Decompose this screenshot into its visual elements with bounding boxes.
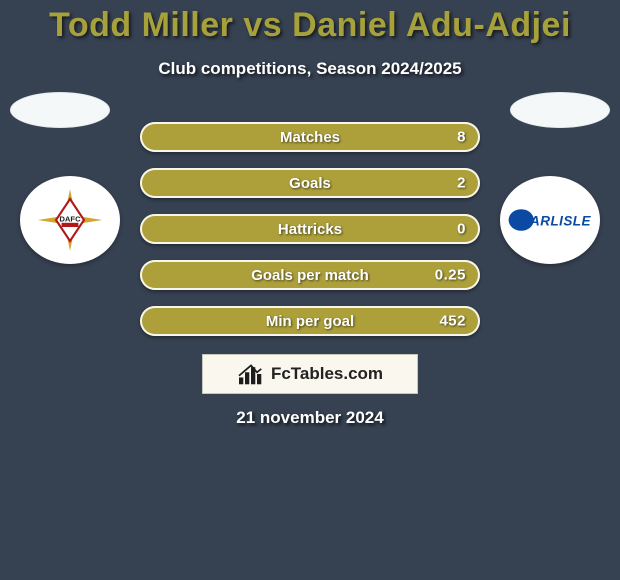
stat-value: 452: [439, 313, 466, 330]
player1-name: Todd Miller: [49, 6, 233, 44]
player2-name: Daniel Adu-Adjei: [292, 6, 571, 44]
stat-label: Matches: [280, 129, 340, 146]
stat-row-min-per-goal: Min per goal 452: [140, 306, 480, 336]
stat-value: 0.25: [435, 267, 466, 284]
club-badge-left: DAFC: [20, 176, 120, 264]
player1-ellipse: [10, 92, 110, 128]
dafc-logo-icon: DAFC: [35, 185, 105, 255]
stat-row-goals-per-match: Goals per match 0.25: [140, 260, 480, 290]
page-title: Todd Miller vs Daniel Adu-Adjei: [0, 0, 620, 45]
stats-list: Matches 8 Goals 2 Hattricks 0 Goals per …: [140, 122, 480, 352]
vs-label: vs: [243, 6, 282, 44]
stat-row-matches: Matches 8: [140, 122, 480, 152]
stat-label: Min per goal: [266, 313, 354, 330]
brand-attribution: FcTables.com: [202, 354, 418, 394]
player2-photo-placeholder: [510, 92, 610, 180]
player2-ellipse: [510, 92, 610, 128]
comparison-card: Todd Miller vs Daniel Adu-Adjei Club com…: [0, 0, 620, 580]
stat-value: 8: [457, 129, 466, 146]
stat-label: Goals: [289, 175, 331, 192]
date-stamp: 21 november 2024: [0, 408, 620, 428]
bar-chart-icon: [237, 362, 265, 386]
club-badge-right: CARLISLE: [500, 176, 600, 264]
svg-text:DAFC: DAFC: [59, 214, 81, 223]
stat-row-hattricks: Hattricks 0: [140, 214, 480, 244]
stat-label: Hattricks: [278, 221, 342, 238]
stat-value: 0: [457, 221, 466, 238]
svg-text:CARLISLE: CARLISLE: [520, 213, 592, 228]
stat-label: Goals per match: [251, 267, 369, 284]
carlisle-logo-icon: CARLISLE: [504, 202, 596, 238]
stat-value: 2: [457, 175, 466, 192]
subtitle: Club competitions, Season 2024/2025: [0, 59, 620, 79]
player1-photo-placeholder: [10, 92, 110, 180]
stat-row-goals: Goals 2: [140, 168, 480, 198]
brand-text: FcTables.com: [271, 364, 383, 384]
